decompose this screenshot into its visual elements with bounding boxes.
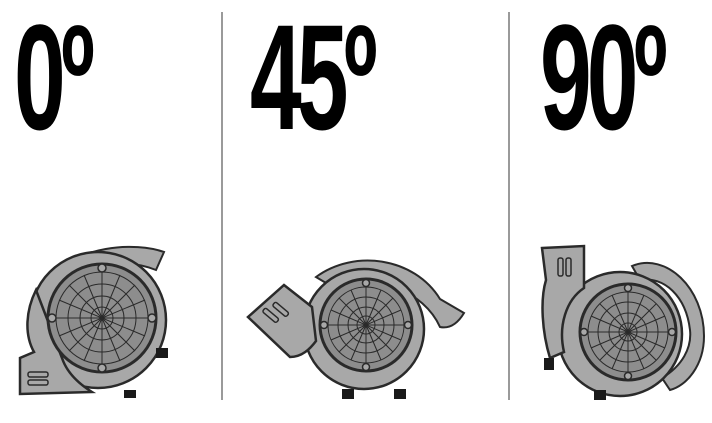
air-mover-90deg-icon [536, 240, 712, 418]
angle-label-45: 45º [250, 0, 377, 161]
angle-label-90: 90º [540, 0, 667, 161]
divider-right [508, 12, 510, 400]
panel-45-degree: 45º [222, 0, 508, 403]
panel-90-degree: 90º [510, 0, 712, 403]
air-mover-45deg-icon [244, 245, 474, 423]
air-mover-0deg-icon [6, 230, 236, 408]
divider-left [221, 12, 223, 400]
panel-0-degree: 0º [0, 0, 220, 403]
angle-label-0: 0º [14, 0, 95, 161]
